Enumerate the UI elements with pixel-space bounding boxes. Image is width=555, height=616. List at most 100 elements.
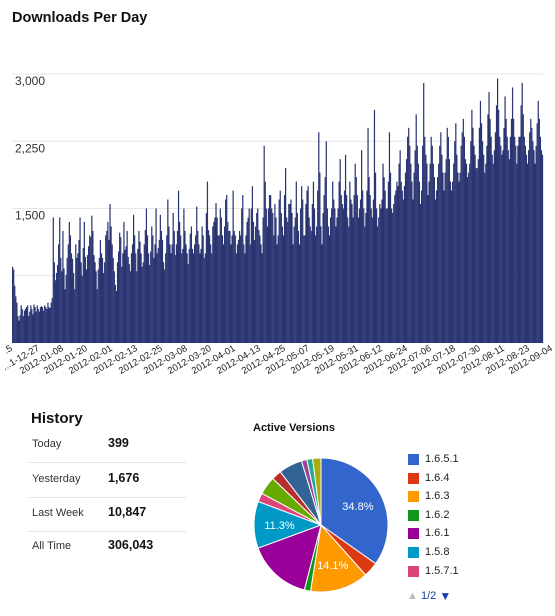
page-title: Downloads Per Day [12,10,148,26]
bar [455,123,457,343]
bar [231,235,233,343]
bar [405,159,408,343]
pie-slice[interactable] [309,523,367,593]
triangle-up-icon[interactable]: ▲ [407,590,418,602]
bar [200,248,202,343]
bar [293,226,295,343]
bar [218,235,220,343]
bar [30,305,32,343]
bar [68,221,70,343]
bar [22,316,24,343]
bar [155,208,157,343]
bar [73,273,75,343]
legend-label: 1.5.8 [425,545,450,558]
bar [99,239,102,343]
pie-slice-label: 14.1% [317,560,348,572]
bar [160,230,163,343]
bar [273,235,275,343]
bar [313,208,316,343]
bar [434,199,437,343]
bar [156,253,158,343]
bar [192,253,195,343]
bar [39,307,42,343]
bar [98,257,100,343]
bar [34,307,36,343]
bar [170,253,172,343]
history-label: Last Week [32,507,84,519]
bar [36,305,38,343]
bar [503,127,505,343]
bar [511,87,514,343]
bar [29,311,31,343]
bar [407,136,409,343]
bar [236,244,239,343]
bar [97,269,99,343]
bar [437,177,439,343]
bar [258,230,260,343]
bar [204,253,206,343]
bar [463,136,465,343]
bar [279,190,281,343]
bar [241,208,243,343]
bar [491,154,493,343]
bar [446,127,448,343]
bar [443,190,445,343]
legend-label: 1.6.5.1 [425,453,459,465]
bar [184,230,186,343]
bar [76,257,78,343]
bar [252,221,255,343]
pie-slice[interactable] [257,524,322,591]
bar [282,235,285,343]
bar [259,235,261,343]
bar [450,190,453,343]
bar [476,168,478,343]
bar [95,271,97,343]
bar [532,141,534,343]
pie-slice[interactable] [320,457,389,565]
pie-slice[interactable] [312,457,322,526]
bar [93,255,95,343]
bar [51,298,53,343]
bar [221,235,224,343]
bar [215,203,217,343]
bar [422,145,424,343]
bar [26,305,29,343]
bar [91,215,93,343]
bar [180,235,182,343]
bar [351,204,353,343]
bar [378,217,380,343]
bar [474,154,476,343]
legend-page-indicator: 1/2 [420,590,437,602]
bar [355,177,357,343]
bar [381,199,383,343]
bar [113,271,115,343]
bar [120,237,122,343]
bar [358,208,361,343]
triangle-down-icon[interactable]: ▼ [439,589,452,603]
bar [533,150,535,343]
bar [84,256,87,343]
y-tick-label: 2,250 [15,141,45,155]
bar [540,150,543,343]
bar [18,320,20,343]
bar [283,195,286,343]
bar [298,244,301,343]
bar [425,154,427,343]
bar [523,136,525,343]
bar [143,244,145,343]
bar [225,199,227,343]
bar [106,230,108,343]
bar [173,230,175,343]
bar [276,244,278,343]
bar [47,302,49,343]
bar [212,226,214,343]
bar [19,315,21,343]
bar [481,141,484,343]
bar [229,230,231,343]
bar [423,82,425,343]
bar [107,221,109,343]
bar [464,159,467,343]
bar [105,235,107,343]
bar [151,226,153,343]
bar [299,208,302,343]
